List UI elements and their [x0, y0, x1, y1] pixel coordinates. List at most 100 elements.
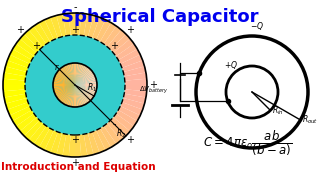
Wedge shape [75, 64, 84, 85]
Wedge shape [24, 85, 75, 140]
Wedge shape [75, 85, 95, 96]
Wedge shape [75, 26, 121, 85]
Wedge shape [61, 85, 75, 103]
Wedge shape [75, 85, 97, 89]
Wedge shape [13, 44, 75, 85]
Wedge shape [75, 17, 105, 85]
Wedge shape [53, 85, 75, 89]
Wedge shape [56, 14, 75, 85]
Wedge shape [75, 60, 145, 85]
Wedge shape [75, 73, 147, 85]
Wedge shape [75, 85, 134, 131]
Wedge shape [20, 34, 75, 85]
Wedge shape [10, 85, 75, 121]
Wedge shape [75, 85, 121, 144]
Wedge shape [75, 39, 134, 85]
Wedge shape [75, 85, 147, 98]
Wedge shape [71, 63, 75, 85]
Wedge shape [58, 85, 75, 101]
Wedge shape [75, 85, 91, 102]
Wedge shape [53, 79, 75, 85]
Wedge shape [75, 85, 116, 147]
Wedge shape [66, 85, 75, 106]
Wedge shape [75, 83, 97, 85]
Text: +: + [126, 135, 134, 145]
Wedge shape [75, 14, 94, 85]
Wedge shape [75, 74, 95, 85]
Wedge shape [13, 85, 75, 126]
Text: +: + [16, 25, 24, 35]
Wedge shape [75, 85, 100, 155]
Wedge shape [53, 85, 75, 87]
Wedge shape [53, 85, 75, 91]
Text: +: + [126, 25, 134, 35]
Wedge shape [56, 85, 75, 156]
Wedge shape [75, 85, 97, 87]
Text: +: + [71, 158, 79, 168]
Wedge shape [53, 81, 75, 85]
Wedge shape [75, 85, 84, 106]
Text: +: + [71, 135, 79, 145]
Wedge shape [75, 69, 92, 85]
Wedge shape [34, 85, 75, 147]
Wedge shape [75, 85, 96, 94]
Wedge shape [75, 63, 79, 85]
Wedge shape [24, 30, 75, 85]
Wedge shape [68, 64, 75, 85]
Wedge shape [75, 34, 130, 85]
Wedge shape [75, 30, 126, 85]
Wedge shape [73, 85, 75, 107]
Wedge shape [62, 66, 75, 85]
Wedge shape [3, 85, 75, 91]
Text: $R_{out}$: $R_{out}$ [302, 114, 319, 126]
Wedge shape [69, 85, 75, 157]
Wedge shape [75, 85, 111, 150]
Text: -: - [73, 2, 77, 12]
Wedge shape [34, 23, 75, 85]
Wedge shape [75, 72, 94, 85]
Wedge shape [39, 85, 75, 150]
Wedge shape [75, 85, 130, 136]
Wedge shape [75, 85, 143, 115]
Wedge shape [75, 65, 86, 85]
Wedge shape [57, 71, 75, 85]
Wedge shape [75, 85, 93, 99]
Text: +: + [110, 41, 118, 51]
Wedge shape [69, 63, 75, 85]
Wedge shape [7, 55, 75, 85]
Wedge shape [16, 39, 75, 85]
Wedge shape [58, 69, 75, 85]
Wedge shape [56, 85, 75, 98]
Wedge shape [75, 85, 96, 93]
Wedge shape [4, 85, 75, 104]
Wedge shape [75, 81, 97, 85]
Wedge shape [5, 60, 75, 85]
Wedge shape [75, 85, 94, 98]
Wedge shape [75, 85, 92, 101]
Wedge shape [75, 85, 79, 107]
Wedge shape [56, 72, 75, 85]
Wedge shape [54, 76, 75, 85]
Wedge shape [75, 66, 146, 85]
Text: Spherical Capacitor: Spherical Capacitor [61, 8, 259, 26]
Wedge shape [75, 13, 87, 85]
Circle shape [196, 36, 308, 148]
Wedge shape [75, 85, 140, 121]
Wedge shape [75, 85, 83, 106]
Wedge shape [62, 85, 75, 157]
Wedge shape [39, 20, 75, 85]
Wedge shape [75, 71, 93, 85]
Wedge shape [75, 85, 146, 104]
Text: $R_2$: $R_2$ [116, 127, 126, 140]
Wedge shape [54, 77, 75, 85]
Wedge shape [75, 76, 96, 85]
Wedge shape [75, 68, 91, 85]
Wedge shape [75, 49, 140, 85]
Wedge shape [69, 13, 75, 85]
Wedge shape [50, 85, 75, 155]
Wedge shape [55, 85, 75, 96]
Wedge shape [75, 63, 77, 85]
Wedge shape [3, 79, 75, 85]
Text: $R_{in}$: $R_{in}$ [272, 104, 284, 117]
Wedge shape [54, 85, 75, 93]
